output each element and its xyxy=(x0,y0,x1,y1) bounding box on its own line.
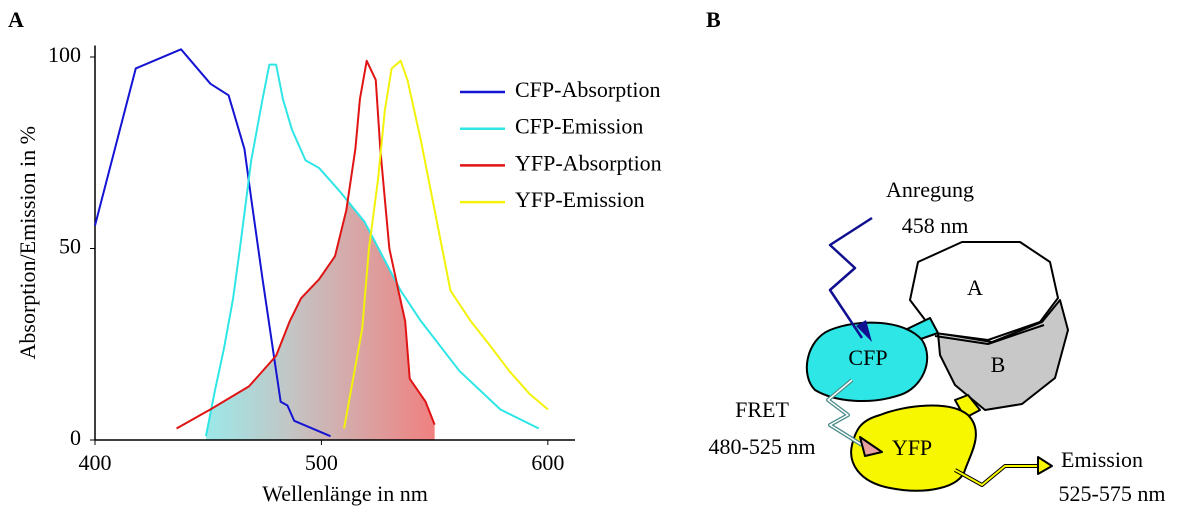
x-tick-label: 500 xyxy=(305,450,338,475)
domain-a-edge xyxy=(934,324,1045,345)
series-line xyxy=(343,59,549,429)
legend-label: YFP-Absorption xyxy=(515,150,662,175)
legend-label: CFP-Absorption xyxy=(515,77,660,102)
x-axis-label: Wellenlänge in nm xyxy=(262,481,428,506)
fret-label: FRET xyxy=(735,397,789,422)
excitation-wavelength: 458 nm xyxy=(902,213,969,238)
domain-a-shape xyxy=(909,241,1059,341)
x-tick-label: 400 xyxy=(79,450,112,475)
emission-arrowhead xyxy=(1037,456,1053,475)
overlap-area xyxy=(205,64,435,440)
y-axis-label: Absorption/Emission in % xyxy=(15,126,40,359)
fret-arrow-core xyxy=(827,379,863,446)
emission-label: Emission xyxy=(1061,447,1143,472)
series-line xyxy=(94,48,331,438)
fret-range: 480-525 nm xyxy=(709,434,816,459)
domain-b-label: B xyxy=(991,352,1006,377)
legend-label: CFP-Emission xyxy=(515,114,643,139)
donor-label: CFP xyxy=(848,345,887,370)
series-line xyxy=(204,63,540,437)
panel-label: B xyxy=(706,7,721,32)
legend-label: YFP-Emission xyxy=(515,187,645,212)
emission-arrow-core xyxy=(954,465,1040,486)
emission-range: 525-575 nm xyxy=(1059,481,1166,506)
excitation-arrowhead xyxy=(856,320,872,342)
diagram xyxy=(805,216,1069,492)
excitation-label: Anregung xyxy=(886,177,974,202)
y-tick-label: 100 xyxy=(48,42,81,67)
emission-arrow xyxy=(954,464,1040,487)
spectra-chart: 0 50 100 400 500 600 Wellenlänge in nm Absorpti… xyxy=(15,42,662,506)
x-tick-label: 600 xyxy=(531,450,564,475)
acceptor-label: YFP xyxy=(892,435,932,460)
cfp-shape xyxy=(805,321,929,403)
fret-arrowhead xyxy=(859,436,883,457)
panel-label: A xyxy=(8,7,24,32)
y-tick-label: 0 xyxy=(70,425,81,450)
y-tick-label: 50 xyxy=(59,234,81,259)
excitation-arrow xyxy=(828,216,873,339)
domain-a-label: A xyxy=(967,275,983,300)
yfp-shape xyxy=(850,404,977,492)
series-line xyxy=(176,59,436,430)
